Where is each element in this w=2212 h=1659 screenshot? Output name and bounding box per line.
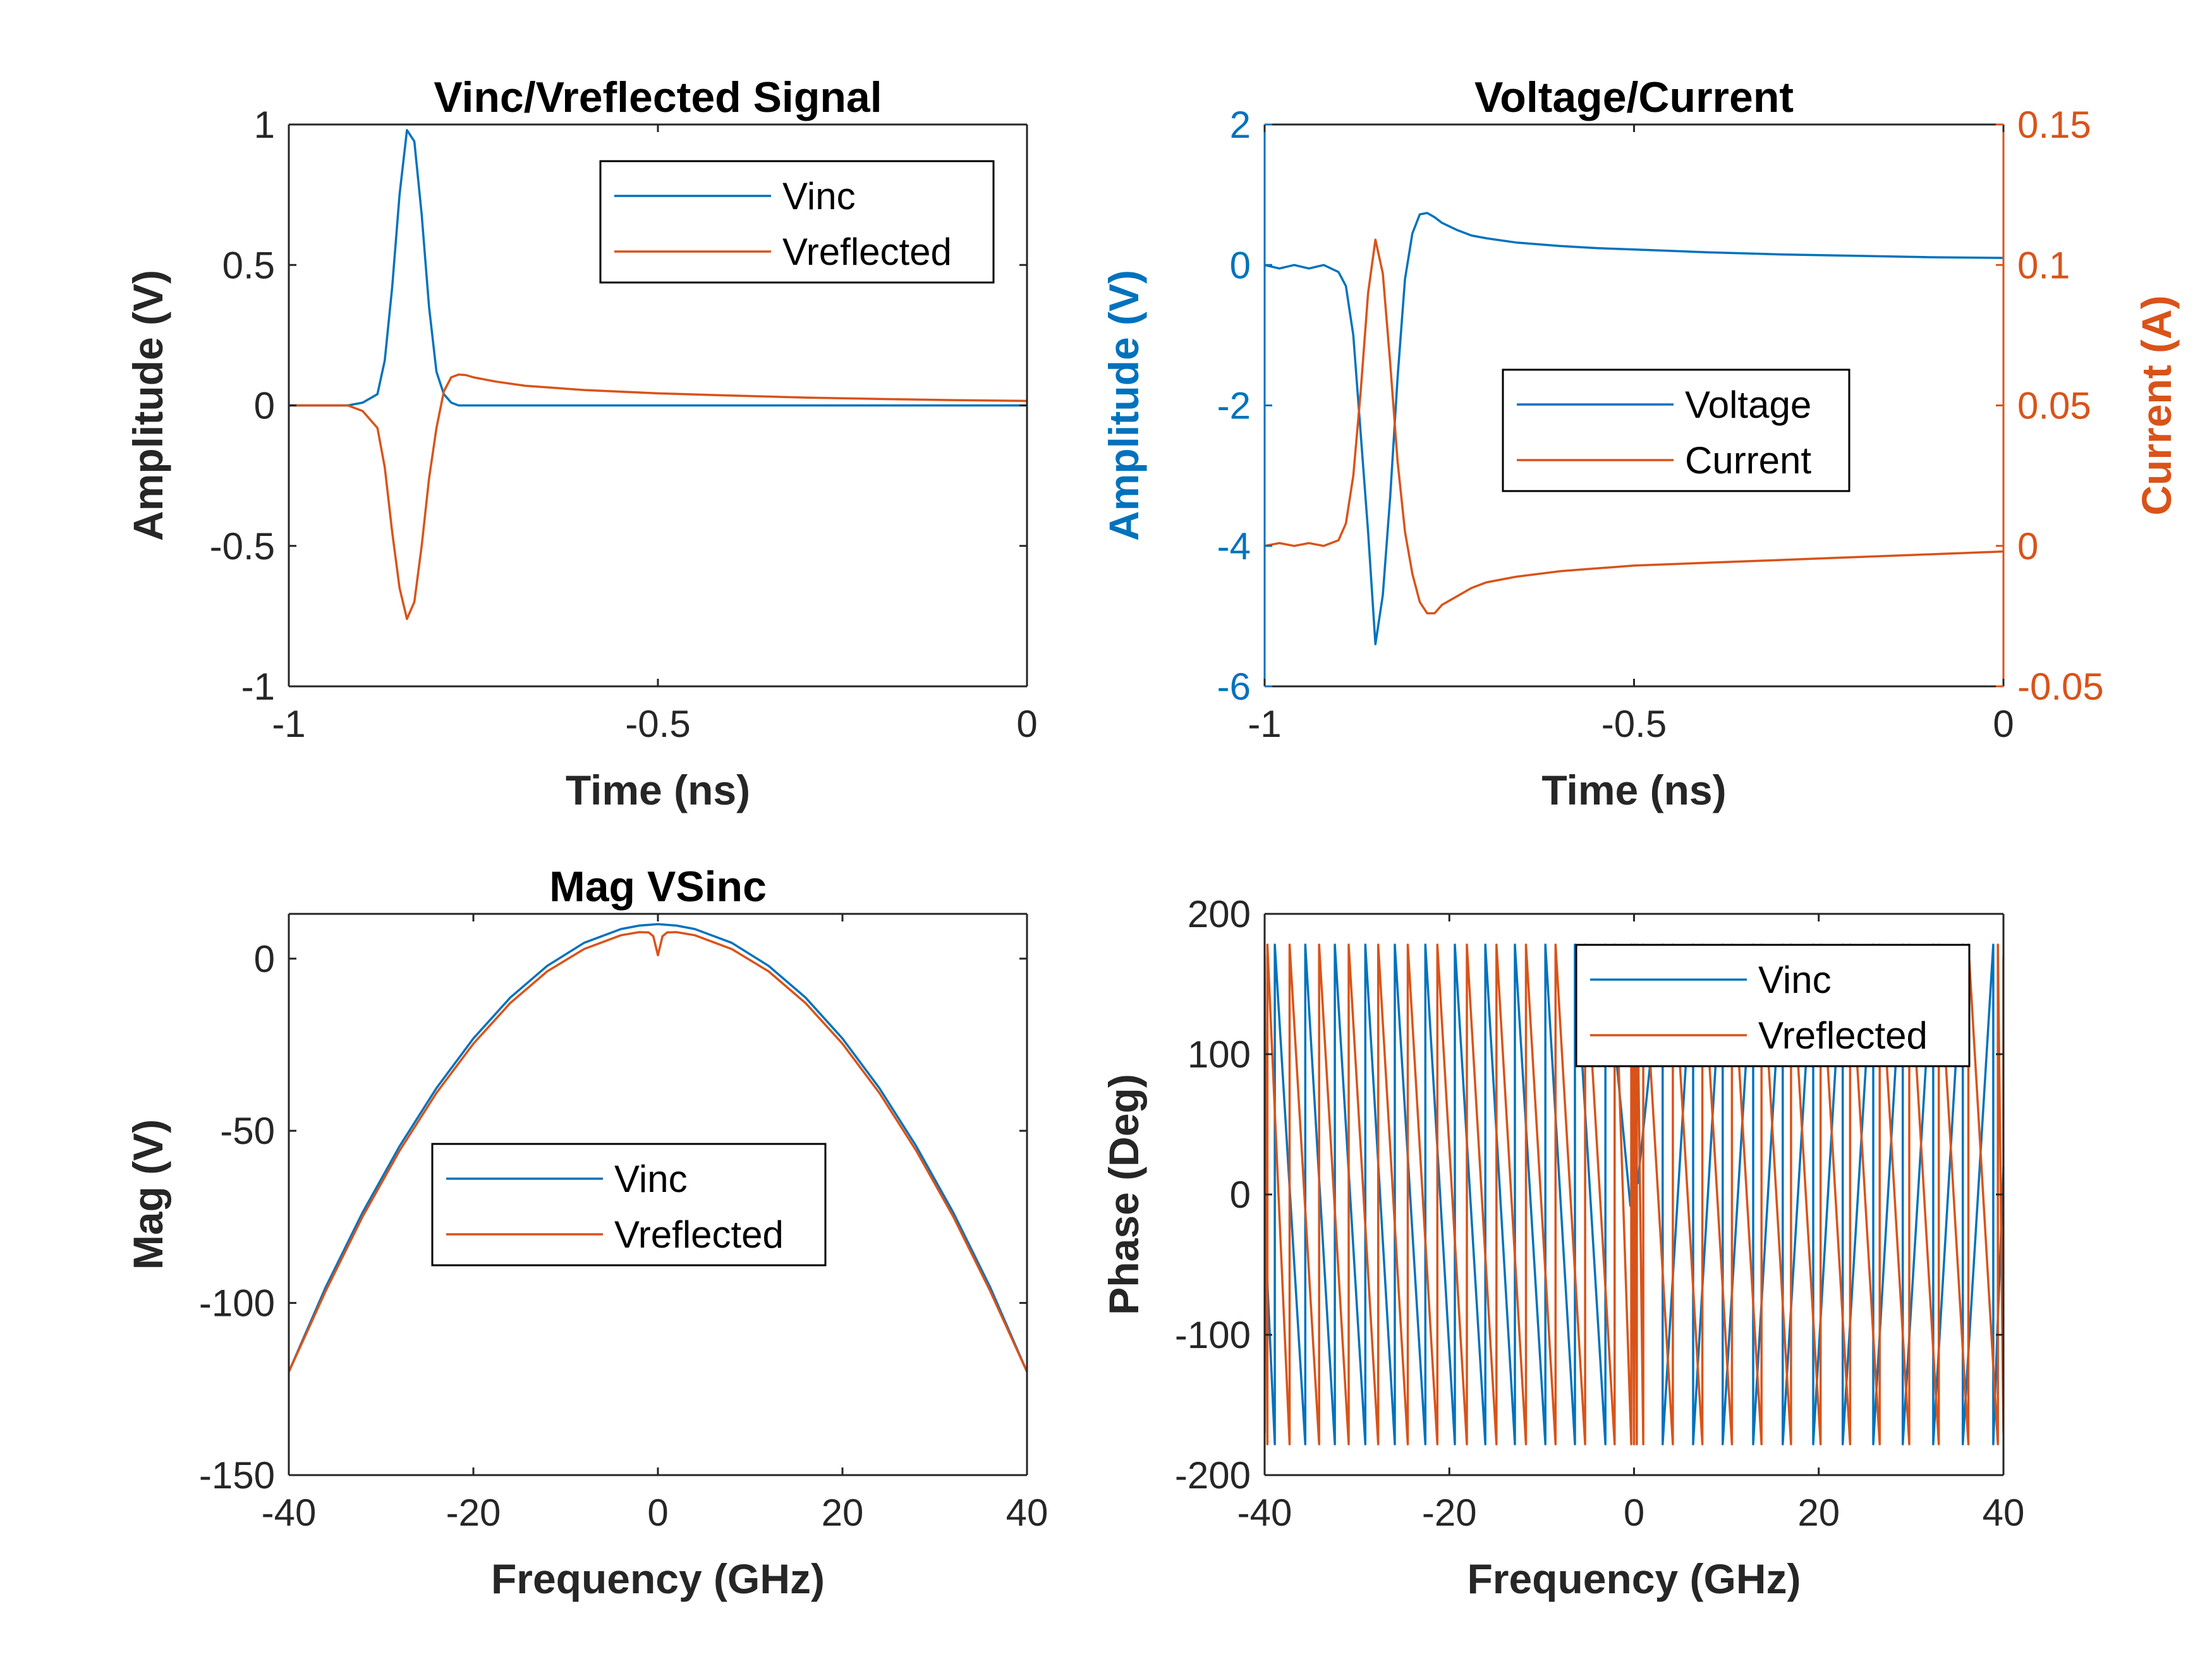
y-tick-label: 0: [254, 938, 275, 980]
y-tick-label: 0: [1230, 1174, 1251, 1216]
y-axis-label: Amplitude (V): [1100, 270, 1147, 541]
legend-label: Vinc: [1758, 959, 1832, 1001]
y-tick-label: -6: [1217, 665, 1251, 708]
x-axis-label: Frequency (GHz): [1467, 1555, 1801, 1602]
legend-box: [1502, 368, 1850, 492]
x-tick-label: 40: [1983, 1492, 2025, 1534]
x-tick-label: 40: [1006, 1492, 1048, 1534]
legend: Vinc Vreflected: [1575, 944, 1971, 1067]
legend-label: Current: [1685, 439, 1811, 482]
plot-area: [289, 923, 1027, 1373]
x-tick-label: 0: [1993, 703, 2014, 745]
series-line-vinc: [289, 923, 1027, 1373]
legend-box: [431, 1143, 827, 1267]
chart-title: Voltage/Current: [1474, 73, 1794, 121]
y-tick-label: -50: [220, 1110, 275, 1152]
panel1: -1 -0.5 0 -1 -0.5 0 0.5 1 Vinc/Vreflected Signal…: [125, 73, 1038, 813]
panel3: -40 -20 0 20 40 -150 -100 -50 0 Mag VSinc Frequenc…: [125, 863, 1048, 1602]
y-tick-label: -2: [1217, 385, 1251, 427]
x-tick-label: -1: [1248, 703, 1281, 745]
panel2: -1 -0.5 0-6-4-202-0.0500.050.10.15Current …: [1100, 73, 2180, 813]
series-line-vreflected: [289, 373, 1027, 621]
x-tick-label: 20: [822, 1492, 864, 1534]
legend-label: Vinc: [614, 1158, 688, 1200]
legend-label: Vreflected: [614, 1213, 784, 1256]
legend-label: Vinc: [782, 175, 856, 217]
legend-label: Voltage: [1685, 384, 1811, 426]
x-axis-label: Frequency (GHz): [491, 1555, 825, 1602]
x-tick-label: -1: [272, 703, 305, 745]
y-axis-label: Mag (V): [125, 1119, 171, 1270]
x-tick-label: -40: [262, 1492, 317, 1534]
x-axis-label: Time (ns): [566, 767, 750, 813]
legend-box: [1575, 944, 1971, 1067]
legend: Vinc Vreflected: [599, 160, 995, 284]
y-tick-label: -1: [241, 665, 275, 708]
chart-title: Mag VSinc: [549, 863, 767, 911]
legend: Voltage Current: [1502, 368, 1850, 492]
y-tick-label: 0: [1230, 244, 1251, 286]
legend: Vinc Vreflected: [431, 1143, 827, 1267]
series-line-voltage: [1265, 212, 2003, 646]
series-line-vinc: [289, 129, 1027, 407]
series-line-vreflected: [289, 931, 1027, 1373]
legend-label: Vreflected: [1758, 1014, 1928, 1057]
series-line-current: [1265, 238, 2003, 615]
y-tick-label: 100: [1188, 1033, 1251, 1076]
legend-box: [599, 160, 995, 284]
y-tick-label: 2: [1230, 104, 1251, 146]
y-tick-label: -200: [1175, 1454, 1251, 1497]
legend-label: Vreflected: [782, 231, 952, 273]
y-tick-label: -100: [199, 1282, 275, 1325]
x-tick-label: -20: [446, 1492, 501, 1534]
x-tick-label: -40: [1237, 1492, 1292, 1534]
x-tick-label: -0.5: [1601, 703, 1667, 745]
y-tick-label: 0.5: [222, 244, 275, 286]
plot-area: [1265, 212, 2003, 646]
y-tick-label: -0.5: [210, 525, 275, 568]
y-tick-label: 1: [254, 104, 275, 146]
y-tick-label: 0: [254, 385, 275, 427]
x-tick-label: 0: [1624, 1492, 1644, 1534]
x-tick-label: 0: [1016, 703, 1037, 745]
y2-tick-label: 0: [2017, 525, 2038, 568]
chart-title: Vinc/Vreflected Signal: [434, 73, 882, 121]
y2-tick-label: 0.15: [2017, 104, 2091, 146]
plot-area: [289, 129, 1027, 621]
x-axis-label: Time (ns): [1541, 767, 1726, 813]
x-tick-label: 20: [1797, 1492, 1840, 1534]
y-tick-label: -100: [1175, 1314, 1251, 1356]
y2-tick-label: 0.05: [2017, 385, 2091, 427]
y2-tick-label: -0.05: [2017, 665, 2104, 708]
x-tick-label: -20: [1422, 1492, 1477, 1534]
x-tick-label: -0.5: [625, 703, 690, 745]
y-axis-label: Amplitude (V): [125, 270, 171, 541]
y-axis-label: Phase (Deg): [1100, 1074, 1147, 1315]
y-tick-label: -150: [199, 1454, 275, 1497]
y-tick-label: 200: [1188, 893, 1251, 935]
x-tick-label: 0: [647, 1492, 668, 1534]
y2-tick-label: 0.1: [2017, 244, 2070, 286]
y2-axis-label: Current (A): [2133, 295, 2180, 515]
y-tick-label: -4: [1217, 525, 1251, 568]
